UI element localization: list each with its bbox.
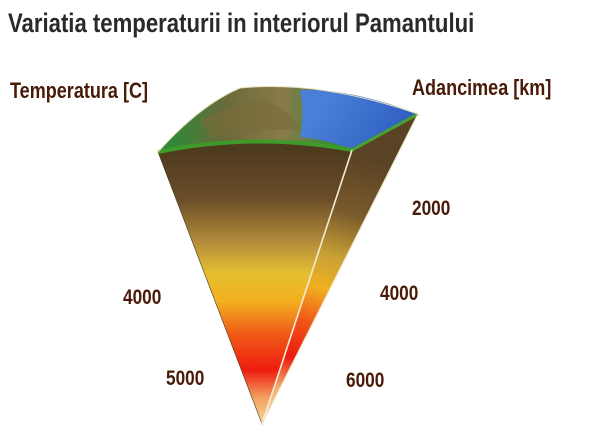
temperature-label-4000: 4000 bbox=[123, 286, 162, 309]
temperature-axis-heading: Temperatura [C] bbox=[10, 78, 149, 103]
crust-edge-front bbox=[157, 139, 353, 154]
edge-line-top bbox=[157, 86, 419, 153]
depth-label-2000: 2000 bbox=[412, 197, 451, 220]
crust-edge-side bbox=[351, 112, 419, 152]
edge-line-right bbox=[261, 149, 353, 425]
depth-label-4000: 4000 bbox=[380, 282, 419, 305]
edge-line-outer bbox=[261, 113, 419, 425]
temperature-label-5000: 5000 bbox=[166, 367, 205, 390]
depth-axis-heading: Adancimea [km] bbox=[412, 75, 552, 100]
depth-label-6000: 6000 bbox=[346, 369, 385, 392]
diagram-title: Variatia temperaturii in interiorul Pama… bbox=[8, 8, 475, 38]
surface-texture bbox=[200, 100, 300, 138]
